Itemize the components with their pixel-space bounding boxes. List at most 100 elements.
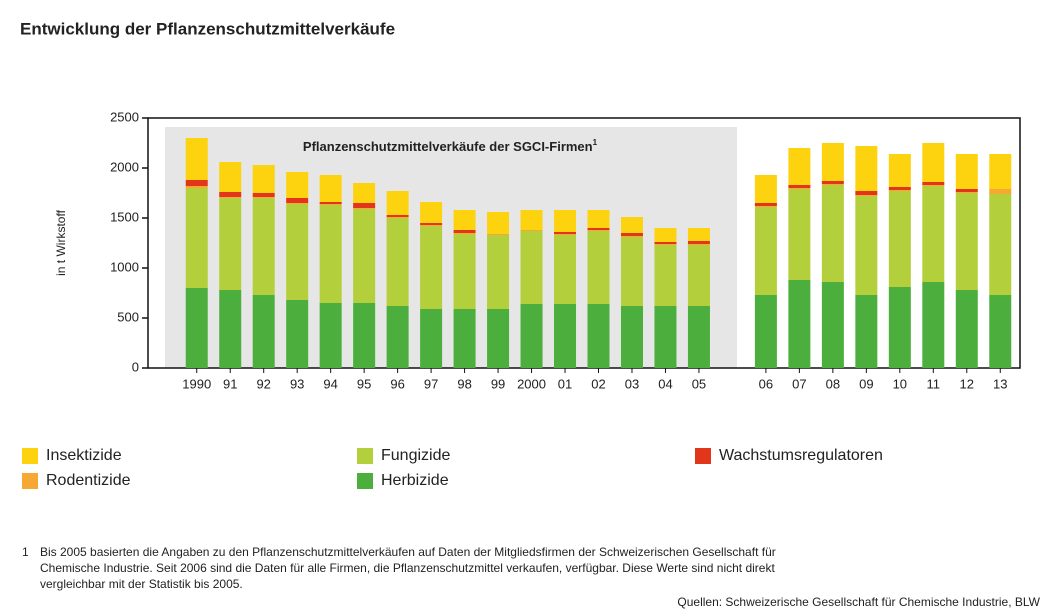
- bar-segment: [821, 282, 844, 368]
- bar-segment: [754, 175, 777, 203]
- bar-segment: [185, 288, 208, 368]
- bar-segment: [386, 217, 409, 218]
- bar-segment: [922, 182, 945, 185]
- legend-label: Wachstumsregulatoren: [719, 447, 883, 464]
- bar-segment: [855, 146, 878, 191]
- bar-segment: [821, 181, 844, 184]
- bar-segment: [286, 172, 309, 198]
- x-tick-label: 03: [625, 376, 639, 391]
- bar-segment: [754, 206, 777, 207]
- x-tick-label: 98: [457, 376, 471, 391]
- x-tick-label: 09: [859, 376, 873, 391]
- chart-title: Entwicklung der Pflanzenschutzmittelverk…: [20, 19, 395, 38]
- x-tick-label: 06: [759, 376, 773, 391]
- bar-segment: [687, 306, 710, 368]
- bar-segment: [855, 295, 878, 368]
- bar-segment: [386, 218, 409, 306]
- bar-segment: [453, 210, 476, 230]
- annotation-ref: 1: [593, 138, 598, 147]
- bar-segment: [888, 187, 911, 190]
- footnote-line: Bis 2005 basierten die Angaben zu den Pf…: [40, 545, 776, 559]
- bar-segment: [654, 242, 677, 244]
- bar-segment: [821, 185, 844, 282]
- x-tick-label: 94: [323, 376, 337, 391]
- bar-segment: [687, 228, 710, 241]
- x-tick-label: 97: [424, 376, 438, 391]
- legend-label: Rodentizide: [46, 472, 131, 489]
- x-tick-label: 08: [826, 376, 840, 391]
- bar-segment: [520, 210, 543, 230]
- bar-segment: [420, 309, 443, 368]
- bar-segment: [219, 198, 242, 290]
- bar-segment: [821, 143, 844, 181]
- bar-segment: [487, 235, 510, 309]
- bar-segment: [319, 204, 342, 205]
- y-tick-label: 500: [117, 309, 139, 324]
- bar-segment: [989, 154, 1012, 189]
- bar-segment: [453, 230, 476, 233]
- bar-segment: [353, 303, 376, 368]
- bar-segment: [989, 194, 1012, 295]
- bar-segment: [286, 203, 309, 204]
- bar-segment: [922, 143, 945, 182]
- bar-segment: [319, 205, 342, 303]
- bar-segment: [587, 228, 610, 230]
- footnote-line: Chemische Industrie. Seit 2006 sind die …: [40, 561, 775, 575]
- bar-segment: [487, 212, 510, 234]
- bar-segment: [453, 309, 476, 368]
- bar-segment: [821, 184, 844, 185]
- bar-segment: [554, 235, 577, 304]
- bar-segment: [654, 245, 677, 306]
- x-tick-label: 04: [658, 376, 672, 391]
- y-tick-label: 2500: [110, 109, 139, 124]
- legend-label: Insektizide: [46, 447, 122, 464]
- x-tick-label: 99: [491, 376, 505, 391]
- bar-segment: [654, 228, 677, 242]
- y-tick-label: 1500: [110, 209, 139, 224]
- legend-swatch: [695, 448, 711, 464]
- bar-segment: [922, 185, 945, 186]
- bar-segment: [687, 241, 710, 244]
- bar-segment: [620, 237, 643, 306]
- bar-segment: [922, 186, 945, 282]
- x-tick-label: 02: [591, 376, 605, 391]
- bar-segment: [754, 295, 777, 368]
- annotation: Pflanzenschutzmittelverkäufe der SGCI-Fi…: [303, 138, 598, 154]
- bar-segment: [955, 290, 978, 368]
- x-tick-label: 07: [792, 376, 806, 391]
- bar-segment: [955, 193, 978, 290]
- legend-label: Fungizide: [381, 447, 450, 464]
- bar-segment: [252, 165, 275, 193]
- x-tick-label: 11: [927, 376, 941, 391]
- bar-segment: [252, 193, 275, 197]
- bar-segment: [219, 197, 242, 198]
- bar-segment: [955, 192, 978, 193]
- x-tick-label: 2000: [517, 376, 546, 391]
- bar-segment: [252, 198, 275, 295]
- sgci-panel: [165, 127, 737, 368]
- bar-segment: [955, 154, 978, 189]
- bar-segment: [788, 185, 811, 188]
- bar-segment: [420, 226, 443, 309]
- footnote-mark: 1: [22, 545, 29, 559]
- bar-segment: [654, 306, 677, 368]
- bar-segment: [788, 188, 811, 189]
- bar-segment: [286, 204, 309, 300]
- bar-segment: [185, 180, 208, 186]
- x-tick-label: 92: [256, 376, 270, 391]
- bar-segment: [654, 244, 677, 245]
- plot-frame: [147, 117, 1021, 369]
- bar-segment: [386, 306, 409, 368]
- bar-segment: [754, 203, 777, 206]
- y-axis-label: in t Wirkstoff: [54, 209, 68, 275]
- footnote-line: vergleichbar mit der Statistik bis 2005.: [40, 577, 243, 591]
- bar-segment: [620, 306, 643, 368]
- bar-segment: [888, 154, 911, 187]
- annotation-text: Pflanzenschutzmittelverkäufe der SGCI-Fi…: [303, 139, 593, 154]
- bar-segment: [788, 148, 811, 185]
- bar-segment: [319, 303, 342, 368]
- y-tick-label: 0: [132, 359, 139, 374]
- bar-segment: [587, 304, 610, 368]
- bar-segment: [353, 183, 376, 203]
